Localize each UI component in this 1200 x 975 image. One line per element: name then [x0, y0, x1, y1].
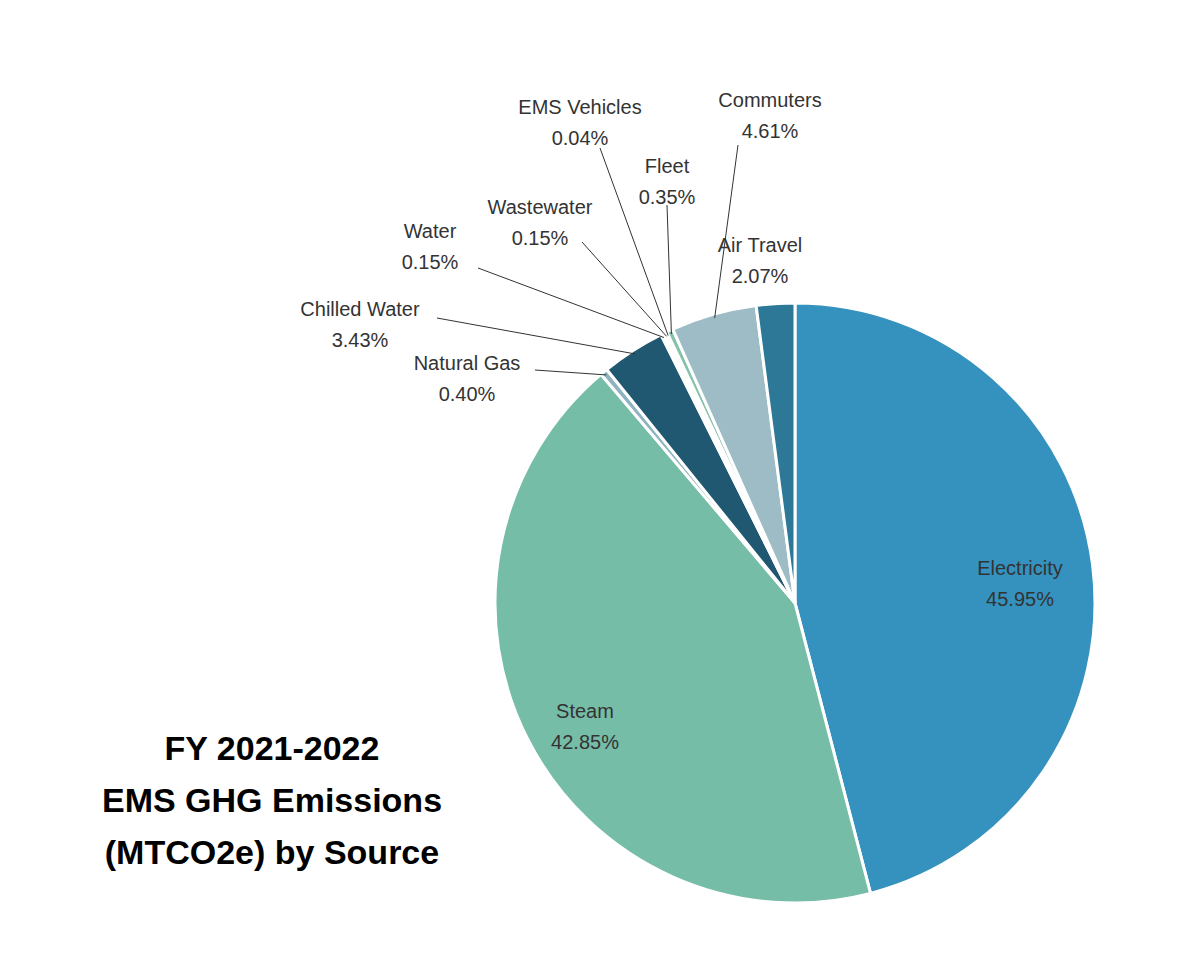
svg-text:EMS Vehicles: EMS Vehicles	[518, 96, 641, 118]
svg-text:(MTCO2e) by Source: (MTCO2e) by Source	[105, 833, 439, 871]
svg-text:45.95%: 45.95%	[986, 588, 1054, 610]
svg-text:0.40%: 0.40%	[439, 383, 496, 405]
svg-text:0.15%: 0.15%	[512, 227, 569, 249]
svg-text:2.07%: 2.07%	[732, 265, 789, 287]
svg-text:Steam: Steam	[556, 700, 614, 722]
svg-text:3.43%: 3.43%	[332, 329, 389, 351]
svg-text:Fleet: Fleet	[645, 155, 690, 177]
svg-text:Commuters: Commuters	[718, 89, 821, 111]
svg-text:Wastewater: Wastewater	[488, 196, 593, 218]
svg-text:0.35%: 0.35%	[639, 186, 696, 208]
svg-text:Chilled Water: Chilled Water	[300, 298, 420, 320]
svg-text:Electricity: Electricity	[977, 557, 1063, 579]
svg-text:42.85%: 42.85%	[551, 731, 619, 753]
svg-text:0.15%: 0.15%	[402, 251, 459, 273]
svg-text:EMS GHG Emissions: EMS GHG Emissions	[102, 781, 442, 819]
svg-text:Water: Water	[404, 220, 457, 242]
svg-text:Air Travel: Air Travel	[718, 234, 802, 256]
svg-text:FY 2021-2022: FY 2021-2022	[165, 729, 380, 767]
svg-text:Natural Gas: Natural Gas	[414, 352, 521, 374]
svg-text:0.04%: 0.04%	[552, 127, 609, 149]
svg-text:4.61%: 4.61%	[742, 120, 799, 142]
